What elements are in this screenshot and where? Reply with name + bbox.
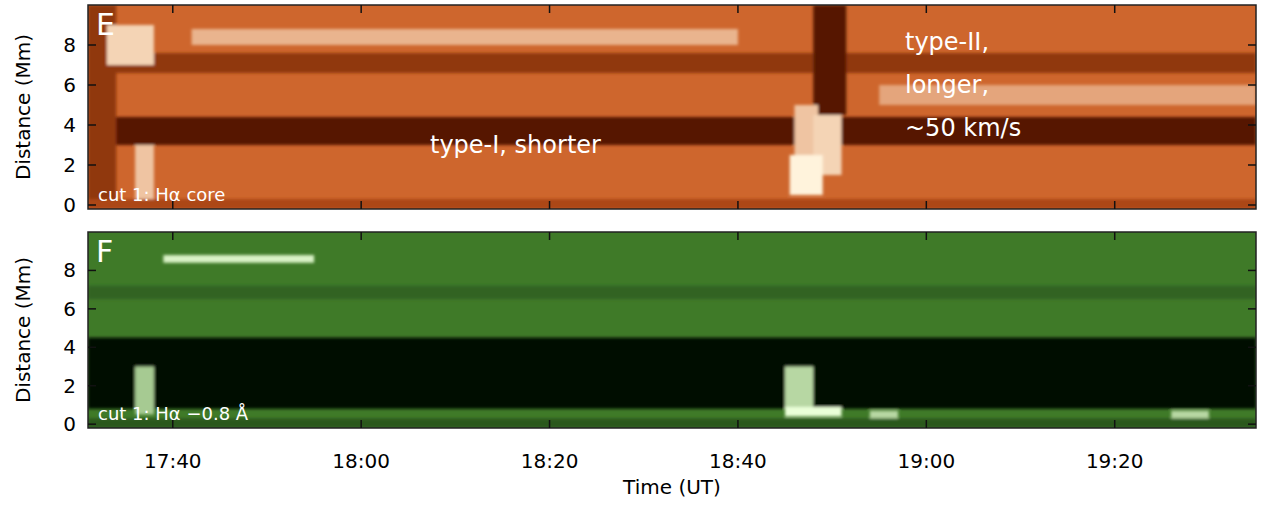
x-tick	[549, 420, 551, 428]
annotation-line: type-I, shorter	[430, 131, 601, 159]
y-tick-label: 8	[63, 258, 76, 282]
y-tick	[1248, 308, 1256, 310]
panel-letter: F	[96, 234, 113, 269]
feature	[88, 5, 116, 205]
feature	[88, 117, 1256, 145]
x-tick	[172, 232, 174, 240]
y-tick-label: 4	[63, 335, 76, 359]
feature	[790, 155, 823, 195]
y-tick-label: 2	[63, 153, 76, 177]
y-axis-title: Distance (Mm)	[11, 34, 35, 180]
y-tick-label: 0	[63, 412, 76, 436]
y-tick	[88, 347, 96, 349]
x-tick	[926, 201, 928, 209]
x-tick	[737, 5, 739, 13]
y-tick	[1248, 270, 1256, 272]
x-tick	[926, 5, 928, 13]
x-tick	[737, 201, 739, 209]
y-tick	[88, 308, 96, 310]
y-tick	[88, 423, 96, 425]
annotation-line: ~50 km/s	[905, 114, 1021, 142]
x-tick	[172, 5, 174, 13]
feature	[88, 418, 1256, 428]
x-tick-label: 19:20	[1086, 449, 1144, 473]
features	[88, 5, 1256, 209]
x-tick-label: 18:40	[709, 449, 767, 473]
y-tick	[88, 164, 96, 166]
y-tick-label: 2	[63, 374, 76, 398]
x-tick	[926, 420, 928, 428]
feature	[88, 53, 1256, 73]
annotation: type-I, shorter	[430, 131, 601, 159]
x-tick	[1114, 232, 1116, 240]
y-tick-label: 6	[63, 73, 76, 97]
y-tick	[1248, 423, 1256, 425]
figure: 0 2 4 6 8 Distance (Mm) Ecut 1: Hα core type-I,…	[0, 0, 1265, 532]
plot-area	[88, 232, 1256, 428]
y-tick	[1248, 124, 1256, 126]
y-tick	[1248, 164, 1256, 166]
x-tick	[360, 5, 362, 13]
frame	[88, 5, 1256, 209]
x-tick	[737, 232, 739, 240]
plot-area	[88, 5, 1256, 209]
y-tick-label: 4	[63, 113, 76, 137]
feature	[88, 338, 1256, 409]
cut-label: cut 1: Hα −0.8 Å	[98, 403, 249, 424]
y-tick-label: 0	[63, 193, 76, 217]
features	[88, 255, 1256, 428]
y-axis-title: Distance (Mm)	[11, 257, 35, 403]
x-axis-title: Time (UT)	[622, 475, 721, 499]
x-tick	[549, 232, 551, 240]
y-tick	[1248, 44, 1256, 46]
feature	[192, 29, 738, 45]
x-tick	[360, 232, 362, 240]
y-tick	[88, 270, 96, 272]
feature	[870, 411, 898, 419]
feature	[88, 199, 1256, 209]
y-tick-label: 6	[63, 297, 76, 321]
x-tick-label: 17:40	[144, 449, 202, 473]
annotation-line: longer,	[905, 71, 989, 99]
frame	[88, 232, 1256, 428]
cut-label: cut 1: Hα core	[98, 184, 225, 205]
y-tick-label: 8	[63, 33, 76, 57]
background	[88, 232, 1256, 428]
y-tick	[88, 44, 96, 46]
x-tick	[1114, 5, 1116, 13]
x-tick	[1114, 420, 1116, 428]
panel-letter: E	[96, 7, 115, 42]
x-tick	[360, 201, 362, 209]
x-tick	[549, 201, 551, 209]
y-tick	[1248, 84, 1256, 86]
x-tick-label: 18:00	[332, 449, 390, 473]
feature	[785, 407, 842, 417]
y-tick	[1248, 385, 1256, 387]
y-tick	[88, 385, 96, 387]
y-tick	[1248, 347, 1256, 349]
annotation-line: type-II,	[905, 28, 989, 56]
x-tick	[737, 420, 739, 428]
x-tick	[549, 5, 551, 13]
y-tick	[88, 204, 96, 206]
y-tick	[1248, 204, 1256, 206]
feature	[88, 286, 1256, 299]
annotation: type-II, longer, ~50 km/s	[905, 28, 1021, 142]
feature	[1171, 411, 1209, 419]
feature	[813, 5, 846, 115]
x-tick-label: 18:20	[521, 449, 579, 473]
x-tick	[360, 420, 362, 428]
background	[88, 5, 1256, 209]
y-tick	[88, 84, 96, 86]
y-tick	[88, 124, 96, 126]
x-tick	[926, 232, 928, 240]
feature	[163, 255, 314, 263]
x-tick-label: 19:00	[898, 449, 956, 473]
x-tick	[1114, 201, 1116, 209]
